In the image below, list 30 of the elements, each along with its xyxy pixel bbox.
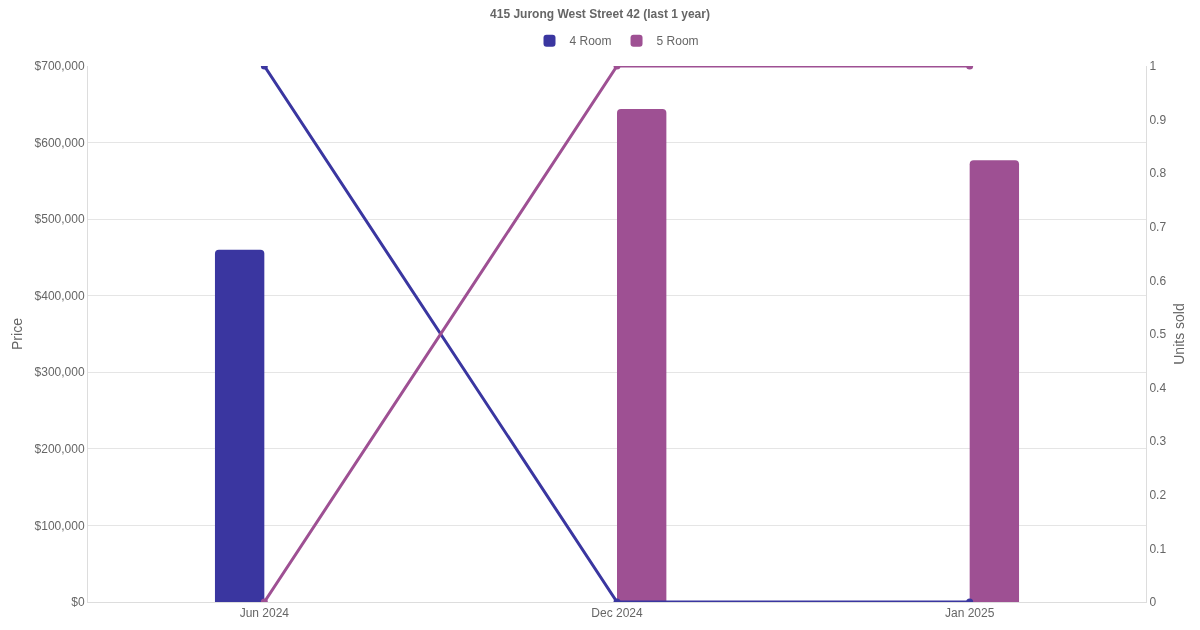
y-axis-title: Price <box>9 317 26 350</box>
y2-tick-label: 1 <box>1149 59 1157 74</box>
y-tick-label: $700,000 <box>34 59 85 74</box>
legend-label: 5 Room <box>656 34 699 49</box>
x-tick-label: Jan 2025 <box>944 606 995 621</box>
y2-tick-label: 0.4 <box>1149 380 1167 395</box>
x-tick-label: Dec 2024 <box>591 606 644 621</box>
y-tick-label: $600,000 <box>34 135 85 150</box>
y-tick-label: $400,000 <box>34 288 85 303</box>
y2-tick-label: 0.5 <box>1149 327 1167 342</box>
y2-tick-label: 0.3 <box>1149 434 1167 449</box>
y2-tick-label: 0.7 <box>1149 220 1167 234</box>
y-tick-label: $300,000 <box>34 365 85 380</box>
y2-tick-label: 0.6 <box>1149 273 1167 288</box>
y-tick-label: $0 <box>71 595 85 610</box>
chart-title: 415 Jurong West Street 42 (last 1 year) <box>490 6 710 21</box>
y2-tick-label: 0.8 <box>1149 166 1167 181</box>
y2-tick-label: 0.9 <box>1149 112 1167 127</box>
bar <box>214 249 265 602</box>
y2-tick-label: 0.2 <box>1149 488 1167 502</box>
x-tick-label: Jun 2024 <box>239 606 290 621</box>
legend-label: 4 Room <box>569 34 612 49</box>
y-tick-label: $100,000 <box>34 518 85 533</box>
bar <box>617 108 667 602</box>
y-tick-label: $200,000 <box>34 442 85 457</box>
y2-axis-title: Units sold <box>1170 303 1187 365</box>
bar <box>969 160 1020 602</box>
y2-tick-label: 0 <box>1149 595 1157 610</box>
y-tick-label: $500,000 <box>34 212 85 227</box>
y2-tick-label: 0.1 <box>1149 541 1167 556</box>
